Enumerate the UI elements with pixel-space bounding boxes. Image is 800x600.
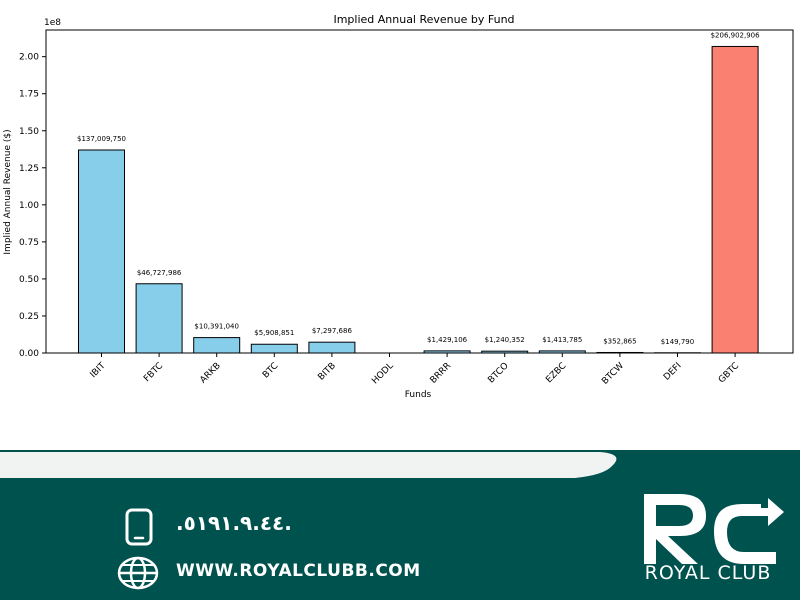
footer-phone: .٥١٩١.٩.٤٤. bbox=[176, 511, 292, 535]
royal-club-logo bbox=[644, 494, 784, 564]
bar-arkb bbox=[193, 337, 241, 354]
bar-btc bbox=[250, 343, 298, 354]
data-label-btcw: $352,865 bbox=[603, 337, 636, 345]
y-axis: 0.00 0.25 0.50 0.75 1.00 1.25 1.50 1.75 2.00 bbox=[19, 53, 46, 359]
data-label-bitb: $7,297,686 bbox=[312, 327, 353, 335]
data-label-gbtc: $206,902,906 bbox=[711, 31, 761, 39]
brand-name: ROYAL CLUB bbox=[644, 562, 772, 584]
y-tick-label: 1.25 bbox=[19, 164, 39, 174]
x-tick-label-gbtc: GBTC bbox=[717, 361, 741, 385]
x-tick-label-brrr: BRRR bbox=[429, 361, 454, 386]
data-label-btco: $1,240,352 bbox=[485, 336, 525, 344]
y-axis-title: Implied Annual Revenue ($) bbox=[3, 129, 13, 254]
bar-gbtc bbox=[711, 45, 759, 354]
bars: $137,009,750 $46,727,986 $10,391,040 $5,908… bbox=[77, 31, 761, 354]
y-tick-label: 0.00 bbox=[19, 349, 39, 359]
footer-website[interactable]: WWW.ROYALCLUBB.COM bbox=[176, 561, 421, 581]
y-tick-label: 2.00 bbox=[19, 53, 39, 63]
plot-frame bbox=[45, 29, 794, 354]
bar-bitb bbox=[308, 341, 356, 354]
x-tick-label-fbtc: FBTC bbox=[142, 361, 165, 384]
data-label-brrr: $1,429,106 bbox=[427, 336, 468, 344]
bar-chart: Implied Annual Revenue by Fund 1e8 Impli… bbox=[3, 13, 794, 400]
y-tick-label: 0.75 bbox=[19, 238, 39, 248]
y-tick-label: 0.25 bbox=[19, 312, 39, 322]
x-tick-label-btcw: BTCW bbox=[600, 361, 626, 387]
x-tick-label-bitb: BITB bbox=[316, 361, 338, 383]
bar-fbtc bbox=[135, 283, 183, 354]
chart-title: Implied Annual Revenue by Fund bbox=[333, 13, 514, 26]
y-tick-label: 1.75 bbox=[19, 90, 39, 100]
data-label-ibit: $137,009,750 bbox=[77, 135, 126, 143]
footer-band bbox=[0, 450, 800, 600]
data-label-defi: $149,790 bbox=[661, 338, 694, 346]
mobile-phone-icon bbox=[125, 508, 153, 546]
y-tick-label: 1.00 bbox=[19, 201, 39, 211]
y-tick-label: 0.50 bbox=[19, 275, 39, 285]
y-tick-label: 1.50 bbox=[19, 127, 39, 137]
globe-icon bbox=[117, 556, 159, 590]
data-label-btc: $5,908,851 bbox=[254, 329, 294, 337]
x-axis-title: Funds bbox=[405, 390, 432, 400]
data-label-fbtc: $46,727,986 bbox=[137, 269, 182, 277]
footer-wave bbox=[0, 452, 617, 478]
x-tick-label-ezbc: EZBC bbox=[544, 361, 568, 385]
x-tick-label-hodl: HODL bbox=[370, 361, 395, 386]
x-tick-label-arkb: ARKB bbox=[198, 361, 222, 385]
x-tick-label-defi: DEFI bbox=[662, 361, 684, 383]
x-tick-label-btc: BTC bbox=[261, 361, 280, 380]
data-label-arkb: $10,391,040 bbox=[194, 323, 239, 331]
data-label-ezbc: $1,413,785 bbox=[542, 336, 582, 344]
x-tick-label-ibit: IBIT bbox=[89, 361, 108, 380]
x-axis: IBIT FBTC ARKB BTC BITB HODL BRRR BTCO EZBC BTCW D… bbox=[89, 353, 741, 387]
x-tick-label-btco: BTCO bbox=[486, 361, 510, 385]
y-scale-label: 1e8 bbox=[44, 18, 61, 28]
bar-ibit bbox=[78, 149, 125, 354]
footer-background bbox=[0, 450, 800, 600]
